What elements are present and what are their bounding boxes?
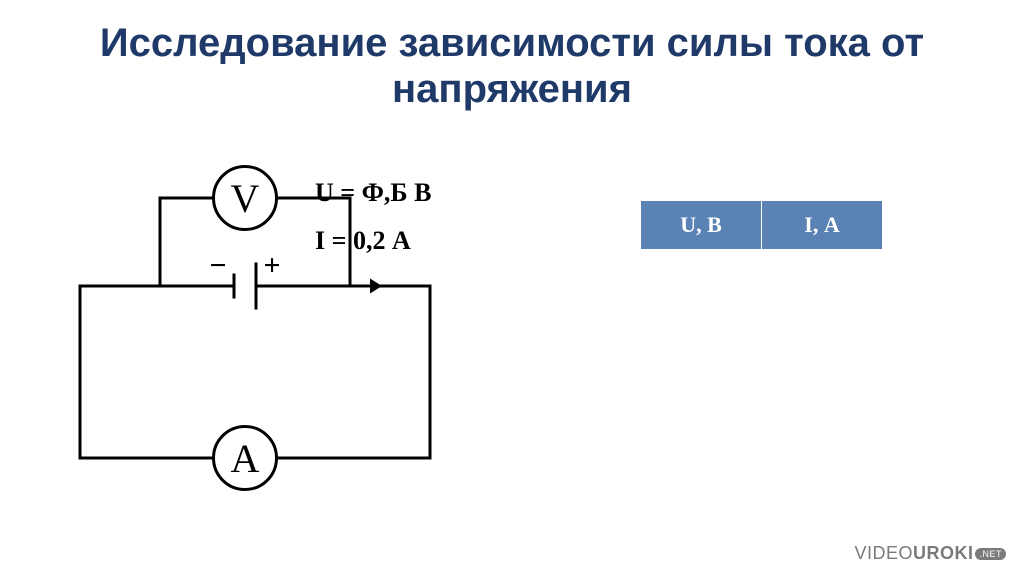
current-prefix: I = [315,226,353,255]
voltage-readout: U = Ф,Б В [315,178,431,208]
table-col-current: I, А [762,201,883,250]
current-value: 0,2 [353,226,386,255]
svg-text:−: − [209,249,226,282]
table-header-row: U, В I, А [641,201,883,250]
ammeter-label: A [231,435,260,482]
current-readout: I = 0,2 А [315,226,411,256]
current-unit: А [385,226,410,255]
page-title: Исследование зависимости силы тока от на… [0,20,1024,112]
ammeter: A [212,425,278,491]
watermark-badge: .NET [975,548,1006,560]
svg-text:+: + [263,249,280,282]
voltage-value: Ф,Б [362,178,408,207]
voltage-unit: В [408,178,432,207]
watermark: VIDEOUROKI.NET [854,543,1006,564]
watermark-part2: UROKI [913,543,974,563]
data-table: U, В I, А [640,200,883,250]
table-col-voltage: U, В [641,201,762,250]
voltmeter: V [212,165,278,231]
voltage-prefix: U = [315,178,362,207]
voltmeter-label: V [231,175,260,222]
watermark-part1: VIDEO [854,543,913,563]
